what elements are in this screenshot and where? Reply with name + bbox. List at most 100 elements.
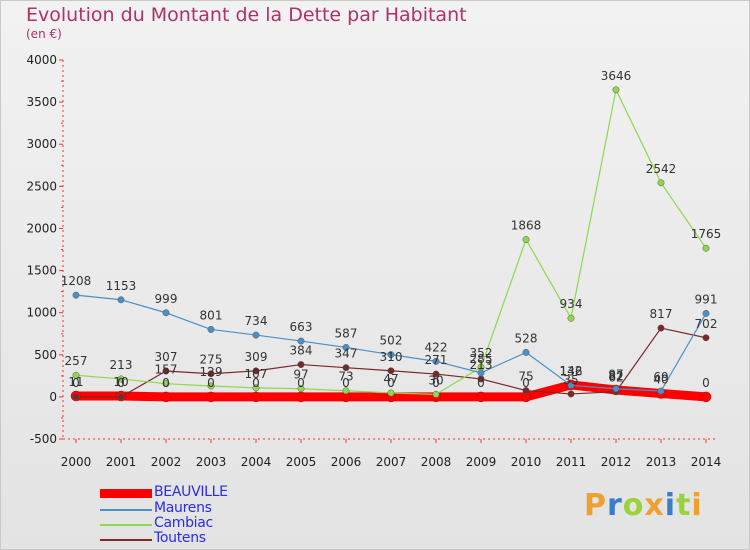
proxiti-logo: Proxiti [584, 488, 703, 523]
data-point-maurens [252, 331, 260, 339]
logo-letter: i [691, 488, 703, 523]
chart-subtitle: (en €) [26, 27, 62, 41]
data-point-maurens [432, 357, 440, 365]
data-point-toutens [342, 364, 350, 372]
data-point-beauville [700, 391, 712, 403]
data-label-toutens: 817 [650, 307, 673, 321]
data-label-cambiac: 107 [245, 367, 268, 381]
x-tick-label: 2001 [106, 455, 137, 469]
data-point-maurens [477, 369, 485, 377]
x-tick-label: 2006 [331, 455, 362, 469]
x-tick-label: 2009 [466, 455, 497, 469]
data-point-toutens [657, 324, 665, 332]
data-label-maurens: 587 [335, 326, 358, 340]
data-point-beauville [205, 391, 217, 403]
data-label-beauville: 0 [342, 376, 350, 390]
data-label-toutens: 309 [245, 350, 268, 364]
data-label-cambiac: 3646 [601, 69, 632, 83]
data-label-cambiac: 97 [293, 368, 308, 382]
legend-label-toutens: Toutens [154, 530, 206, 546]
x-tick-label: 2007 [376, 455, 407, 469]
data-point-maurens [297, 337, 305, 345]
data-label-toutens: 702 [695, 317, 718, 331]
series-line-cambiac [75, 89, 707, 395]
data-point-toutens [522, 387, 530, 395]
y-tick-label: 1500 [26, 264, 57, 278]
data-point-toutens [162, 367, 170, 375]
y-tick-label: 2500 [26, 179, 57, 193]
data-point-cambiac [702, 244, 710, 252]
data-label-toutens: 0 [117, 376, 125, 390]
data-label-toutens: 347 [335, 347, 358, 361]
data-point-maurens [387, 351, 395, 359]
data-point-cambiac [117, 375, 125, 383]
data-label-cambiac: 129 [200, 365, 223, 379]
data-label-maurens: 991 [695, 292, 718, 306]
data-label-maurens: 734 [245, 314, 268, 328]
data-label-cambiac: 213 [110, 358, 133, 372]
data-point-cambiac [297, 385, 305, 393]
data-point-beauville [475, 391, 487, 403]
data-point-maurens [522, 348, 530, 356]
data-label-beauville: 11 [68, 375, 83, 389]
data-label-toutens: 213 [470, 358, 493, 372]
data-label-toutens: 384 [290, 344, 313, 358]
data-label-toutens: 0 [72, 376, 80, 390]
data-label-beauville: 0 [522, 376, 530, 390]
data-point-cambiac [567, 314, 575, 322]
data-label-maurens: 663 [290, 320, 313, 334]
data-label-beauville: 0 [252, 376, 260, 390]
data-point-maurens [612, 385, 620, 393]
x-tick-label: 2000 [61, 455, 92, 469]
data-label-cambiac: 73 [338, 370, 353, 384]
data-point-toutens [387, 367, 395, 375]
data-point-cambiac [522, 236, 530, 244]
y-tick-label: 500 [34, 348, 57, 362]
data-label-cambiac: 352 [470, 346, 493, 360]
data-point-toutens [702, 334, 710, 342]
data-point-toutens [207, 370, 215, 378]
data-label-beauville: 0 [387, 376, 395, 390]
data-point-toutens [117, 393, 125, 401]
data-point-maurens [342, 344, 350, 351]
data-point-beauville [250, 391, 262, 403]
logo-letter: P [584, 488, 607, 523]
data-point-toutens [567, 390, 575, 398]
data-point-maurens [702, 309, 710, 317]
logo-letter: x [644, 488, 665, 523]
data-label-beauville: 0 [207, 376, 215, 390]
legend-swatch-beauville [100, 489, 152, 498]
data-point-cambiac [657, 179, 665, 187]
legend-swatch-maurens [100, 509, 152, 511]
data-point-toutens [72, 393, 80, 401]
data-label-toutens: 271 [425, 353, 448, 367]
chart-title: Evolution du Montant de la Dette par Hab… [26, 4, 467, 26]
x-tick-label: 2003 [196, 455, 227, 469]
x-tick-label: 2008 [421, 455, 452, 469]
x-tick-label: 2002 [151, 455, 182, 469]
data-label-toutens: 62 [608, 371, 623, 385]
data-label-cambiac: 2542 [646, 162, 677, 176]
data-label-toutens: 275 [200, 353, 223, 367]
x-tick-label: 2010 [511, 455, 542, 469]
x-tick-label: 2012 [601, 455, 632, 469]
logo-letter: r [607, 488, 623, 523]
data-label-beauville: 10 [113, 375, 128, 389]
y-tick-label: -500 [30, 432, 57, 446]
data-point-maurens [207, 325, 215, 333]
data-point-cambiac [207, 382, 215, 390]
x-tick-label: 2013 [646, 455, 677, 469]
data-label-beauville: 0 [432, 376, 440, 390]
legend-swatch-toutens [100, 539, 152, 541]
x-tick-label: 2005 [286, 455, 317, 469]
data-point-cambiac [252, 384, 260, 392]
data-point-toutens [252, 367, 260, 375]
y-tick-label: 1000 [26, 306, 57, 320]
logo-letter: o [622, 488, 645, 523]
data-point-cambiac [342, 387, 350, 395]
data-label-beauville: 142 [560, 364, 583, 378]
data-point-toutens [432, 370, 440, 378]
data-label-beauville: 82 [608, 369, 623, 383]
data-point-cambiac [432, 390, 440, 398]
